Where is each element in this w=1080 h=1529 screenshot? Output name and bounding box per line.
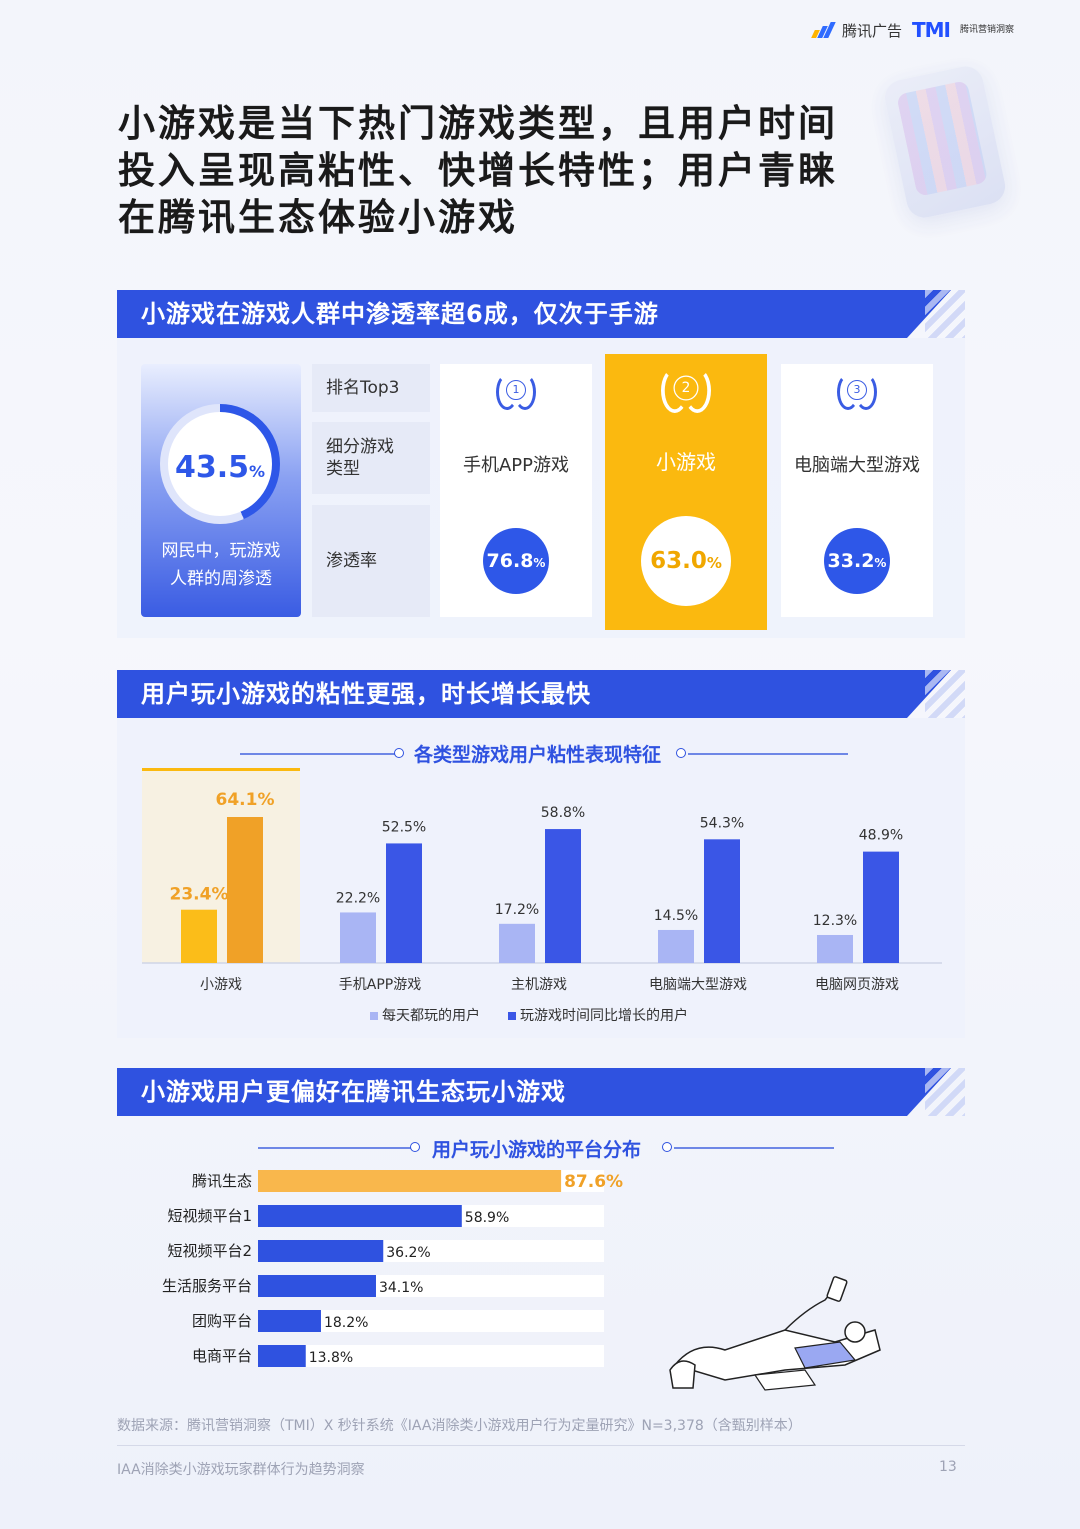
title-dot-icon [410, 1142, 420, 1152]
tencent-ads-logo-icon [811, 22, 836, 38]
platform-label: 生活服务平台 [162, 1277, 252, 1295]
platform-label: 短视频平台2 [167, 1242, 252, 1260]
section3-heading: 小游戏用户更偏好在腾讯生态玩小游戏 [141, 1078, 566, 1106]
laurel-medal-icon: 1 [494, 372, 538, 410]
laurel-medal-icon: 3 [835, 372, 879, 410]
platform-value: 58.9% [465, 1210, 509, 1226]
section3-heading-bar: 小游戏用户更偏好在腾讯生态玩小游戏 [117, 1068, 965, 1116]
section1-heading: 小游戏在游戏人群中渗透率超6成，仅次于手游 [141, 300, 659, 328]
data-label-growth: 52.5% [382, 819, 426, 835]
chart2-title: 用户玩小游戏的平台分布 [432, 1139, 642, 1161]
bar-growth [863, 851, 899, 963]
penetration-value: 43.5% [174, 450, 266, 485]
bar-daily [658, 929, 694, 963]
bar-growth [704, 839, 740, 963]
category-label: 小游戏 [200, 977, 242, 993]
data-label-daily: 22.2% [336, 890, 380, 906]
platform-bar [258, 1275, 376, 1297]
brand-logos: 腾讯广告 TMI 腾讯营销洞察 [811, 18, 1014, 42]
platform-label: 电商平台 [192, 1347, 252, 1365]
bar-daily [499, 923, 535, 963]
platform-bar [258, 1240, 384, 1262]
bar-track [258, 1345, 604, 1367]
chart1-title: 各类型游戏用户粘性表现特征 [414, 744, 662, 766]
rank-name: 小游戏 [656, 450, 716, 474]
highlight-top-line [142, 768, 300, 771]
bar-daily [181, 909, 217, 963]
platform-bar [258, 1310, 321, 1332]
chart1-legend: 每天都玩的用户 玩游戏时间同比增长的用户 [370, 1005, 688, 1025]
legend-item-growth: 玩游戏时间同比增长的用户 [508, 1005, 688, 1025]
data-label-growth: 48.9% [859, 828, 903, 844]
category-label: 主机游戏 [511, 977, 567, 993]
rate-badge: 76.8% [483, 528, 549, 594]
brand-logo-text: 腾讯广告 [841, 21, 902, 40]
platform-value: 18.2% [324, 1315, 368, 1331]
platform-label: 团购平台 [192, 1312, 252, 1330]
rank-name: 手机APP游戏 [462, 455, 570, 476]
bar-track [258, 1310, 604, 1332]
data-label-daily: 17.2% [495, 902, 539, 918]
data-label-growth: 58.8% [541, 805, 585, 821]
tmi-logo: TMI [911, 18, 951, 42]
platform-value: 34.1% [379, 1280, 423, 1296]
phone-illustration-icon [881, 63, 1009, 221]
data-source-note: 数据来源：腾讯营销洞察（TMI）X 秒针系统《IAA消除类小游戏用户行为定量研究… [117, 1418, 802, 1434]
report-name: IAA消除类小游戏玩家群体行为趋势洞察 [117, 1462, 365, 1478]
category-label: 手机APP游戏 [339, 977, 421, 993]
penetration-label: 网民中，玩游戏 人群的周渗透 [161, 541, 281, 589]
legend-item-daily: 每天都玩的用户 [370, 1005, 480, 1025]
data-label-daily: 23.4% [170, 885, 229, 905]
highlight-background [142, 770, 300, 963]
data-label-growth: 64.1% [216, 790, 275, 810]
bar-growth [545, 829, 581, 963]
rank-name: 电脑端大型游戏 [794, 455, 920, 476]
platform-label: 短视频平台1 [167, 1207, 252, 1225]
reclining-person-illustration-icon [669, 1276, 881, 1391]
title-dot-icon [676, 748, 686, 758]
rate-badge: 63.0% [641, 516, 731, 606]
penetration-ring: 43.5% [160, 404, 280, 524]
category-label: 电脑网页游戏 [815, 977, 899, 993]
data-label-daily: 14.5% [654, 908, 698, 924]
row-label-rank: 排名Top3 [312, 364, 430, 412]
row-label-type: 细分游戏类型 [312, 422, 430, 494]
platform-bar [258, 1170, 562, 1192]
rank-card-2: 2 小游戏 63.0% [605, 354, 767, 630]
row-label-rate: 渗透率 [312, 505, 430, 617]
bar-growth [386, 843, 422, 963]
tmi-logo-sub: 腾讯营销洞察 [959, 25, 1014, 35]
platform-bar [258, 1345, 306, 1367]
platform-value: 36.2% [386, 1245, 430, 1261]
section2-heading: 用户玩小游戏的粘性更强，时长增长最快 [141, 680, 591, 708]
bar-daily [340, 912, 376, 963]
section1-heading-bar: 小游戏在游戏人群中渗透率超6成，仅次于手游 [117, 290, 965, 338]
bar-daily [817, 934, 853, 963]
rank-card-3: 3 电脑端大型游戏 33.2% [781, 364, 933, 617]
platform-label: 腾讯生态 [192, 1172, 252, 1190]
data-label-daily: 12.3% [813, 913, 857, 929]
section2-heading-bar: 用户玩小游戏的粘性更强，时长增长最快 [117, 670, 965, 718]
platform-value: 13.8% [309, 1350, 353, 1366]
laurel-medal-icon: 2 [659, 366, 714, 413]
page-title: 小游戏是当下热门游戏类型，且用户时间投入呈现高粘性、快增长特性；用户青睐在腾讯生… [118, 102, 838, 239]
stickiness-bar-chart: 23.4% 64.1% 小游戏 22.2% 52.5% 手机APP游戏 17.2% 58.8%… [142, 768, 942, 993]
title-dot-icon [394, 748, 404, 758]
category-label: 电脑端大型游戏 [649, 977, 747, 993]
bar-growth [227, 817, 263, 963]
rank-card-1: 1 手机APP游戏 76.8% [440, 364, 592, 617]
page-number: 13 [939, 1459, 957, 1475]
platform-value: 87.6% [564, 1172, 623, 1192]
title-dot-icon [662, 1142, 672, 1152]
platform-bar-chart: 腾讯生态 87.6% 短视频平台1 58.9% 短视频平台2 36.2% 生活服务平台 34.… [162, 1170, 623, 1367]
rate-badge: 33.2% [824, 528, 890, 594]
platform-bar [258, 1205, 462, 1227]
data-label-growth: 54.3% [700, 815, 744, 831]
